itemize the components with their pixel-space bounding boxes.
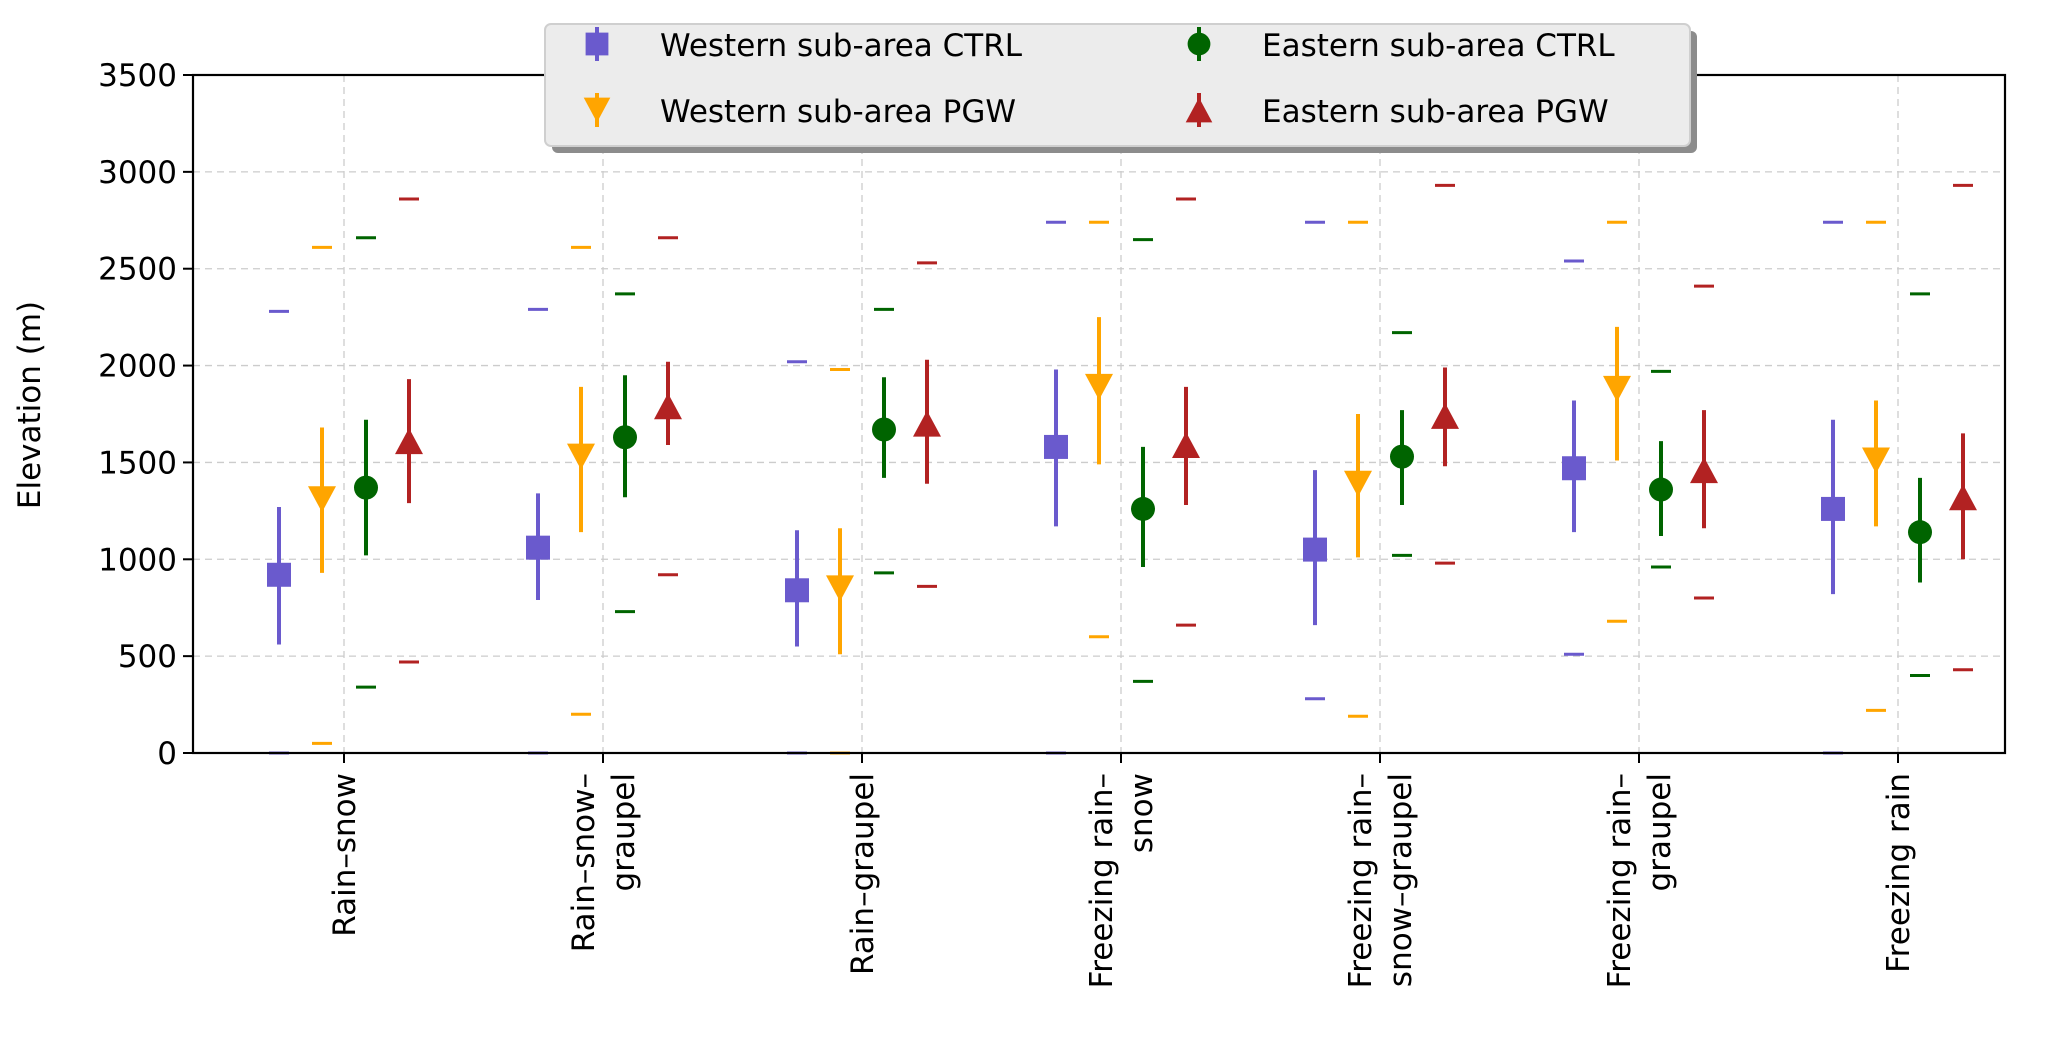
- x-tick-label: Rain–snow: [327, 773, 363, 937]
- legend-entry: Eastern sub-area PGW: [1185, 93, 1609, 130]
- x-tick-label: graupel: [1642, 773, 1678, 891]
- mean-marker: [785, 578, 809, 603]
- legend-marker: [1187, 32, 1211, 56]
- x-tick-label: Freezing rain–: [1343, 773, 1379, 988]
- x-tick-label: graupel: [606, 773, 642, 891]
- y-tick-label: 2000: [98, 349, 177, 385]
- legend-entry: Western sub-area CTRL: [585, 27, 1023, 64]
- mean-marker: [1044, 434, 1068, 459]
- mean-marker: [1649, 477, 1673, 502]
- mean-marker: [872, 417, 896, 442]
- x-tick-label: Rain–snow–: [566, 773, 602, 952]
- mean-marker: [1131, 496, 1155, 521]
- legend-marker: [583, 97, 611, 123]
- series-eastern-sub-area-pgw: [395, 183, 1977, 672]
- legend-marker: [585, 32, 609, 56]
- series-western-sub-area-pgw: [308, 220, 1890, 755]
- y-tick-label: 0: [157, 736, 177, 772]
- mean-marker: [913, 410, 941, 437]
- y-axis-label: Elevation (m): [12, 301, 48, 509]
- mean-marker: [1344, 470, 1372, 497]
- mean-marker: [1690, 457, 1718, 484]
- mean-marker: [1303, 537, 1327, 562]
- y-axis: 0 500 1000 1500 2000 2500 3000 3500: [98, 58, 193, 772]
- x-tick-label: Rain–graupel: [845, 773, 881, 975]
- mean-marker: [613, 425, 637, 450]
- legend-box: [544, 23, 1691, 147]
- legend-label: Eastern sub-area PGW: [1262, 94, 1609, 130]
- y-tick-label: 3000: [98, 155, 177, 191]
- mean-marker: [526, 535, 550, 560]
- legend-entry: Eastern sub-area CTRL: [1187, 27, 1615, 64]
- x-tick-label: Freezing rain: [1881, 773, 1917, 973]
- mean-marker: [1172, 431, 1200, 458]
- mean-marker: [267, 562, 291, 587]
- y-tick-label: 500: [118, 639, 177, 675]
- x-axis: Rain–snow Rain–snow– graupel Rain–graupel Fr…: [327, 753, 1917, 988]
- legend: Western sub-area CTRL Western sub-area PG…: [544, 23, 1697, 153]
- legend-entry: Western sub-area PGW: [583, 93, 1016, 130]
- mean-marker: [1821, 496, 1845, 521]
- x-tick-label: snow–graupel: [1383, 773, 1419, 987]
- y-tick-label: 2500: [98, 252, 177, 288]
- mean-marker: [567, 443, 595, 470]
- series-eastern-sub-area-ctrl: [354, 236, 1932, 689]
- legend-marker: [1185, 97, 1213, 123]
- mean-marker: [308, 486, 336, 513]
- mean-marker: [826, 575, 854, 602]
- mean-marker: [1085, 373, 1113, 400]
- x-tick-label: Freezing rain–: [1084, 773, 1120, 988]
- mean-marker: [1908, 520, 1932, 545]
- mean-marker: [1949, 484, 1977, 511]
- mean-marker: [654, 393, 682, 420]
- mean-marker: [1862, 447, 1890, 474]
- mean-marker: [1431, 402, 1459, 429]
- y-tick-label: 1000: [98, 542, 177, 578]
- x-tick-label: snow: [1124, 773, 1160, 853]
- mean-marker: [1562, 456, 1586, 481]
- legend-label: Western sub-area CTRL: [660, 28, 1023, 64]
- legend-label: Eastern sub-area CTRL: [1262, 28, 1615, 64]
- y-tick-label: 1500: [98, 445, 177, 481]
- legend-label: Western sub-area PGW: [660, 94, 1016, 130]
- y-tick-label: 3500: [98, 58, 177, 94]
- mean-marker: [354, 475, 378, 500]
- mean-marker: [1603, 375, 1631, 402]
- mean-marker: [395, 428, 423, 455]
- x-tick-label: Freezing rain–: [1602, 773, 1638, 988]
- mean-marker: [1390, 444, 1414, 469]
- data-marks: [267, 183, 1977, 755]
